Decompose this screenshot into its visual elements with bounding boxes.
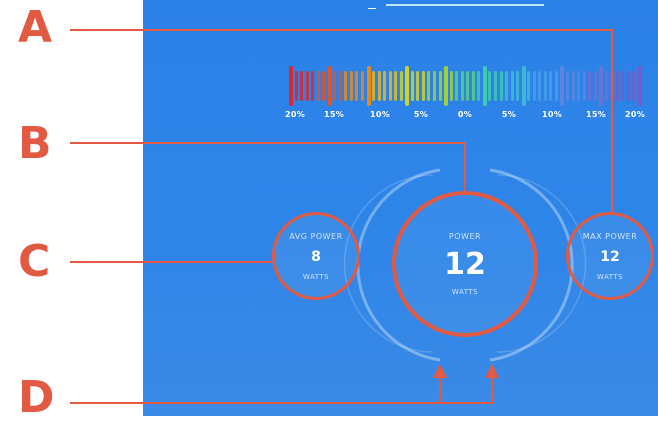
scale-tick [477, 71, 481, 101]
scale-label-right-5: 5% [501, 110, 517, 119]
scale-tick [322, 71, 326, 101]
scale-tick [543, 71, 547, 101]
scale-tick [372, 71, 376, 101]
scale-tick [383, 71, 387, 101]
scale-tick [549, 71, 553, 101]
max-power-unit: WATTS [596, 272, 624, 281]
scale-tick [455, 71, 459, 101]
scale-tick [466, 71, 470, 101]
scale-tick [416, 71, 420, 101]
power-value: 12 [444, 247, 486, 282]
scale-tick [493, 71, 497, 101]
scale-tick [521, 66, 526, 106]
scale-tick [460, 71, 464, 101]
scale-tick [527, 71, 531, 101]
scale-tick [433, 71, 437, 101]
scale-tick [471, 71, 475, 101]
scale-tick [355, 71, 359, 101]
scale-tick [516, 71, 520, 101]
avg-power-circle: AVG POWER 8 WATTS [272, 212, 360, 300]
scale-tick [588, 71, 592, 101]
scale-tick [361, 71, 365, 101]
power-circle: POWER 12 WATTS [392, 191, 538, 337]
scale-tick [538, 71, 542, 101]
scale-tick [571, 71, 575, 101]
scale-tick [349, 71, 353, 101]
scale-tick [505, 71, 509, 101]
scale-tick [311, 71, 315, 101]
scale-tick [438, 71, 442, 101]
scale-label-right-10: 10% [541, 110, 563, 119]
scale-tick [300, 71, 304, 101]
scale-tick [421, 71, 425, 101]
scale-tick [344, 71, 348, 101]
scale-label-left-15: 15% [323, 110, 345, 119]
scale-label-left-20: 20% [284, 110, 306, 119]
scale-tick [593, 71, 597, 101]
top-progress-line [386, 4, 544, 6]
scale-tick [488, 71, 492, 101]
scale-label-right-20: 20% [624, 110, 646, 119]
scale-tick [532, 71, 536, 101]
scale-tick [499, 71, 503, 101]
avg-power-unit: WATTS [302, 272, 330, 281]
scale-tick [333, 71, 337, 101]
max-power-value: 12 [600, 248, 620, 265]
scale-tick [510, 71, 514, 101]
scale-tick [327, 66, 332, 106]
scale-tick [621, 71, 625, 101]
callout-a: A [18, 2, 53, 53]
callout-c: C [18, 236, 51, 287]
scale-tick [554, 71, 558, 101]
scale-tick [449, 71, 453, 101]
scale-tick [338, 71, 342, 101]
scale-tick [427, 71, 431, 101]
scale-label-left-5: 5% [413, 110, 429, 119]
top-dash [368, 8, 376, 9]
scale-tick [632, 71, 636, 101]
scale-tick [582, 71, 586, 101]
scale-tick [366, 66, 371, 106]
scale-tick [294, 71, 298, 101]
avg-power-value: 8 [311, 248, 321, 265]
scale-tick [615, 71, 619, 101]
scale-tick [482, 66, 487, 106]
scale-tick [377, 71, 381, 101]
power-label: POWER [448, 232, 482, 241]
avg-power-label: AVG POWER [289, 231, 343, 241]
scale-label-right-15: 15% [585, 110, 607, 119]
scale-label-left-10: 10% [369, 110, 391, 119]
scale-tick [604, 71, 608, 101]
scale-tick [394, 71, 398, 101]
app-panel [143, 0, 658, 416]
scale-tick [388, 71, 392, 101]
max-power-label: MAX POWER [582, 231, 638, 241]
scale-tick [405, 66, 410, 106]
scale-tick [560, 66, 565, 106]
scale-label-center-0: 0% [457, 110, 473, 119]
scale-tick [599, 66, 604, 106]
callout-b: B [18, 118, 52, 169]
scale-tick [444, 66, 449, 106]
power-unit: WATTS [451, 288, 479, 296]
scale-tick [316, 71, 320, 101]
scale-tick [410, 71, 414, 101]
scale-tick [626, 71, 630, 101]
scale-tick [577, 71, 581, 101]
scale-tick [399, 71, 403, 101]
max-power-circle: MAX POWER 12 WATTS [566, 212, 654, 300]
scale-tick [305, 71, 309, 101]
scale-tick [638, 66, 642, 106]
scale-tick [565, 71, 569, 101]
scale-tick [289, 66, 293, 106]
callout-d: D [18, 372, 55, 423]
